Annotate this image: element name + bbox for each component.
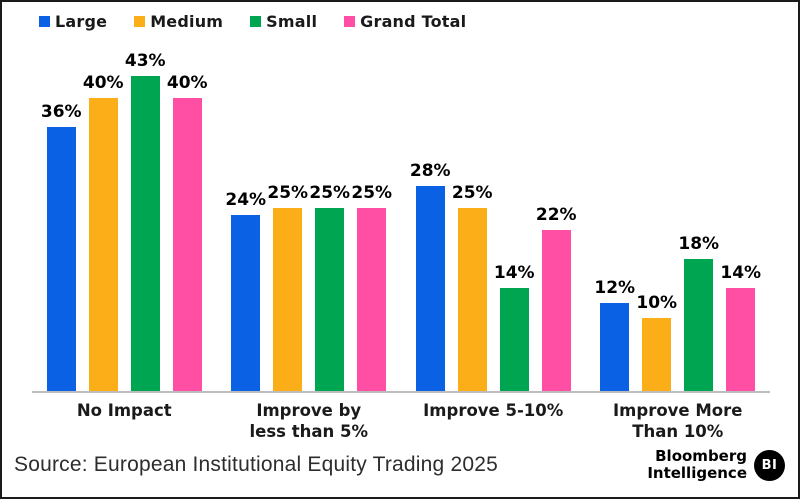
bar-large-improve-more-than-10: 12%: [594, 278, 635, 391]
legend-item-medium: Medium: [134, 12, 223, 31]
legend-label: Large: [55, 12, 108, 31]
bar-large-improve-5-10: 28%: [410, 161, 451, 391]
brand-text: Bloomberg Intelligence: [647, 448, 747, 482]
legend-label: Grand Total: [360, 12, 467, 31]
bar-group-improve-by-less-than-5: 24% 25% 25% 25%: [217, 46, 402, 391]
bar-value-label: 43%: [124, 51, 166, 71]
legend-item-large: Large: [39, 12, 107, 31]
bars: 36% 40% 43% 40%: [41, 51, 208, 391]
bar-grand-total-improve-5-10: 22%: [536, 205, 577, 391]
legend-label: Small: [266, 12, 318, 31]
category-label-improve-by-less-than-5: Improve by less than 5%: [249, 401, 368, 441]
bars: 12% 10% 18% 14%: [594, 234, 761, 391]
bar-medium-improve-more-than-10: 10%: [636, 293, 677, 391]
brand-line2: Intelligence: [647, 464, 747, 482]
bar-small-improve-5-10: 14%: [494, 263, 535, 391]
bars: 24% 25% 25% 25%: [225, 183, 392, 391]
bloomberg-intelligence-logo: Bloomberg Intelligence BI: [647, 448, 785, 482]
bar-value-label: 40%: [166, 73, 208, 93]
bi-badge-icon: BI: [754, 449, 785, 481]
bar-value-label: 25%: [309, 183, 351, 203]
legend: Large Medium Small Grand Total: [39, 12, 466, 31]
bar-medium-improve-by-less-than-5: 25%: [267, 183, 308, 391]
bar-group-improve-5-10: 28% 25% 14% 22%: [401, 46, 586, 391]
legend-label: Medium: [150, 12, 224, 31]
bar-grand-total-no-impact: 40%: [167, 73, 208, 391]
bar-large-no-impact: 36%: [41, 102, 82, 391]
bar-group-no-impact: 36% 40% 43% 40%: [32, 46, 217, 391]
bar-value-label: 10%: [636, 293, 678, 313]
legend-swatch-icon: [250, 16, 262, 27]
bar-medium-no-impact: 40%: [83, 73, 124, 391]
bar-value-label: 40%: [82, 73, 124, 93]
footer: Source: European Institutional Equity Tr…: [2, 439, 798, 497]
bar-value-label: 12%: [594, 278, 636, 298]
bar-small-improve-more-than-10: 18%: [678, 234, 719, 391]
bar-value-label: 18%: [678, 234, 720, 254]
plot-area: 36% 40% 43% 40% 24% 25% 25% 25% 28% 25% 14% 22% 12% 1…: [32, 46, 770, 393]
bar-small-improve-by-less-than-5: 25%: [309, 183, 350, 391]
brand-line1: Bloomberg: [655, 447, 747, 466]
legend-swatch-icon: [39, 16, 50, 27]
legend-swatch-icon: [134, 16, 146, 27]
bar-value-label: 14%: [493, 263, 535, 283]
bars: 28% 25% 14% 22%: [410, 161, 577, 391]
bar-value-label: 36%: [40, 102, 82, 122]
bar-value-label: 25%: [451, 183, 493, 203]
bar-value-label: 14%: [720, 263, 762, 283]
bar-small-no-impact: 43%: [125, 51, 166, 391]
legend-item-grand-total: Grand Total: [344, 12, 466, 31]
category-axis: No Impact Improve by less than 5% Improve …: [32, 401, 770, 442]
category-label-no-impact: No Impact: [76, 401, 172, 420]
bar-large-improve-by-less-than-5: 24%: [225, 190, 266, 391]
legend-swatch-icon: [344, 16, 356, 27]
bar-value-label: 22%: [535, 205, 577, 225]
source-text: Source: European Institutional Equity Tr…: [14, 453, 498, 476]
bar-grand-total-improve-more-than-10: 14%: [720, 263, 761, 391]
bar-value-label: 28%: [409, 161, 451, 181]
bar-value-label: 24%: [225, 190, 267, 210]
legend-item-small: Small: [250, 12, 317, 31]
bar-group-improve-more-than-10: 12% 10% 18% 14%: [586, 46, 771, 391]
bar-value-label: 25%: [267, 183, 309, 203]
category-label-improve-5-10: Improve 5-10%: [423, 401, 564, 420]
bar-grand-total-improve-by-less-than-5: 25%: [351, 183, 392, 391]
category-label-improve-more-than-10: Improve More Than 10%: [613, 401, 743, 441]
bar-medium-improve-5-10: 25%: [452, 183, 493, 391]
bar-value-label: 25%: [351, 183, 393, 203]
